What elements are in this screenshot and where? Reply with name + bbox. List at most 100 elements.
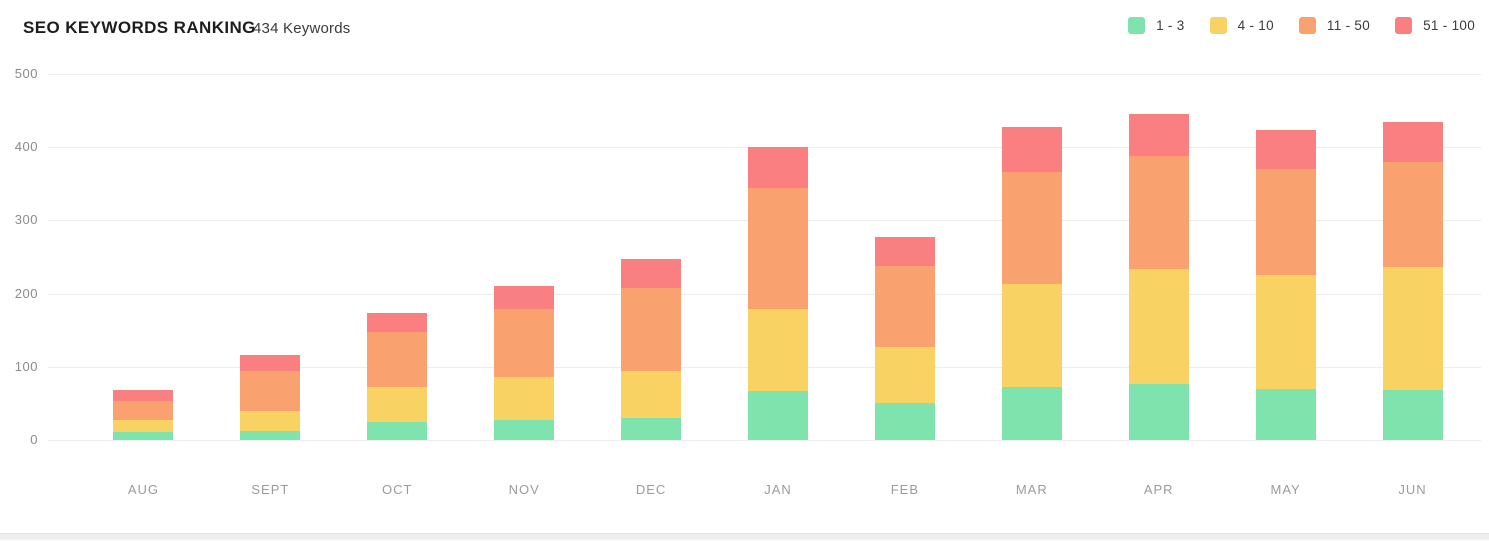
bar-may[interactable] <box>1255 129 1316 440</box>
legend-item-4-10[interactable]: 4 - 10 <box>1209 17 1274 34</box>
bar-oct[interactable] <box>367 313 428 440</box>
bar-segment-apr-11-50[interactable] <box>1128 156 1189 270</box>
legend-item-11-50[interactable]: 11 - 50 <box>1298 17 1371 34</box>
bar-segment-oct-51-100[interactable] <box>367 313 428 333</box>
bar-segment-jun-1-3[interactable] <box>1382 389 1443 440</box>
y-tick-300: 300 <box>14 212 38 228</box>
bar-segment-jun-4-10[interactable] <box>1382 267 1443 390</box>
gridline-500 <box>48 74 1481 75</box>
bar-segment-mar-1-3[interactable] <box>1001 387 1062 440</box>
legend-item-51-100[interactable]: 51 - 100 <box>1395 17 1475 34</box>
bar-segment-sept-51-100[interactable] <box>240 355 301 371</box>
bar-segment-mar-4-10[interactable] <box>1001 284 1062 388</box>
keywords-count-label: 434 Keywords <box>253 20 351 37</box>
chart-legend: 1 - 3 4 - 10 11 - 50 51 - 100 <box>1128 17 1475 34</box>
x-tick-jun: JUN <box>1398 482 1427 497</box>
bar-segment-feb-51-100[interactable] <box>874 236 935 266</box>
x-tick-sept: SEPT <box>251 482 290 497</box>
legend-item-1-3[interactable]: 1 - 3 <box>1128 17 1185 34</box>
x-tick-mar: MAR <box>1015 482 1048 497</box>
bar-cell-may <box>1222 74 1349 440</box>
bar-cell-sept <box>207 74 334 440</box>
page-background-strip <box>0 534 1489 540</box>
bar-segment-jun-11-50[interactable] <box>1382 161 1443 268</box>
y-tick-500: 500 <box>14 66 38 81</box>
bar-segment-may-1-3[interactable] <box>1255 388 1316 440</box>
bar-cell-aug <box>80 74 207 440</box>
bar-segment-apr-51-100[interactable] <box>1128 113 1189 157</box>
bar-segment-feb-11-50[interactable] <box>874 265 935 348</box>
y-tick-400: 400 <box>14 139 38 155</box>
bar-segment-aug-51-100[interactable] <box>113 390 174 402</box>
bar-segment-nov-4-10[interactable] <box>494 377 555 421</box>
x-tick-may: MAY <box>1270 482 1301 497</box>
bar-segment-jan-1-3[interactable] <box>747 390 808 440</box>
x-tick-jan: JAN <box>764 482 792 497</box>
bar-segment-sept-4-10[interactable] <box>240 411 301 432</box>
bar-segment-aug-4-10[interactable] <box>113 419 174 432</box>
bar-segment-jan-51-100[interactable] <box>747 147 808 188</box>
bar-cell-jun <box>1349 74 1476 440</box>
bar-segment-dec-4-10[interactable] <box>621 371 682 419</box>
bar-segment-nov-51-100[interactable] <box>494 285 555 309</box>
bar-cell-jan <box>715 74 842 440</box>
bar-segment-jun-51-100[interactable] <box>1382 122 1443 162</box>
x-axis-labels: AUG SEPT OCT NOV DEC JAN FEB MAR APR MAY JUN <box>80 482 1476 502</box>
gridline-0 <box>48 440 1481 441</box>
bar-cell-feb <box>841 74 968 440</box>
bar-segment-dec-1-3[interactable] <box>621 418 682 440</box>
bar-cell-oct <box>334 74 461 440</box>
bar-segment-apr-4-10[interactable] <box>1128 269 1189 385</box>
bar-aug[interactable] <box>113 390 174 440</box>
bar-dec[interactable] <box>621 258 682 440</box>
x-tick-dec: DEC <box>635 482 667 497</box>
x-tick-nov: NOV <box>508 482 540 497</box>
bar-cell-dec <box>588 74 715 440</box>
bar-segment-nov-11-50[interactable] <box>494 308 555 378</box>
bar-segment-may-4-10[interactable] <box>1255 275 1316 389</box>
x-tick-feb: FEB <box>890 482 920 497</box>
bar-segment-dec-51-100[interactable] <box>621 258 682 288</box>
legend-swatch-icon <box>1395 17 1413 34</box>
bar-segment-oct-1-3[interactable] <box>367 422 428 440</box>
bar-segment-nov-1-3[interactable] <box>494 420 555 440</box>
bar-segment-jan-11-50[interactable] <box>747 187 808 309</box>
bar-segment-mar-51-100[interactable] <box>1001 126 1062 173</box>
bar-segment-aug-1-3[interactable] <box>113 431 174 440</box>
legend-label: 11 - 50 <box>1326 18 1371 33</box>
bar-mar[interactable] <box>1001 126 1062 440</box>
bar-segment-sept-1-3[interactable] <box>240 431 301 440</box>
bar-cell-apr <box>1095 74 1222 440</box>
bar-cell-nov <box>461 74 588 440</box>
bar-feb[interactable] <box>874 236 935 440</box>
bar-apr[interactable] <box>1128 113 1189 440</box>
legend-label: 4 - 10 <box>1237 18 1274 33</box>
bar-segment-mar-11-50[interactable] <box>1001 172 1062 285</box>
bar-segment-aug-11-50[interactable] <box>113 401 174 420</box>
bar-sept[interactable] <box>240 355 301 440</box>
bar-segment-feb-4-10[interactable] <box>874 347 935 404</box>
y-tick-0: 0 <box>30 432 38 447</box>
bar-segment-sept-11-50[interactable] <box>240 370 301 412</box>
bars-row <box>80 74 1476 440</box>
bar-segment-dec-11-50[interactable] <box>621 287 682 372</box>
bar-segment-oct-4-10[interactable] <box>367 387 428 423</box>
bar-segment-may-11-50[interactable] <box>1255 169 1316 276</box>
page-title: SEO KEYWORDS RANKING <box>23 18 256 37</box>
bar-nov[interactable] <box>494 285 555 440</box>
bar-segment-feb-1-3[interactable] <box>874 403 935 440</box>
bar-cell-mar <box>968 74 1095 440</box>
legend-label: 51 - 100 <box>1423 18 1475 33</box>
bar-jan[interactable] <box>747 147 808 440</box>
bar-segment-apr-1-3[interactable] <box>1128 384 1189 440</box>
legend-swatch-icon <box>1128 17 1146 34</box>
bar-segment-oct-11-50[interactable] <box>367 332 428 388</box>
bar-jun[interactable] <box>1382 122 1443 440</box>
bar-segment-jan-4-10[interactable] <box>747 309 808 391</box>
bar-segment-may-51-100[interactable] <box>1255 129 1316 170</box>
y-tick-200: 200 <box>14 285 38 301</box>
legend-swatch-icon <box>1209 17 1227 34</box>
legend-label: 1 - 3 <box>1156 18 1185 33</box>
